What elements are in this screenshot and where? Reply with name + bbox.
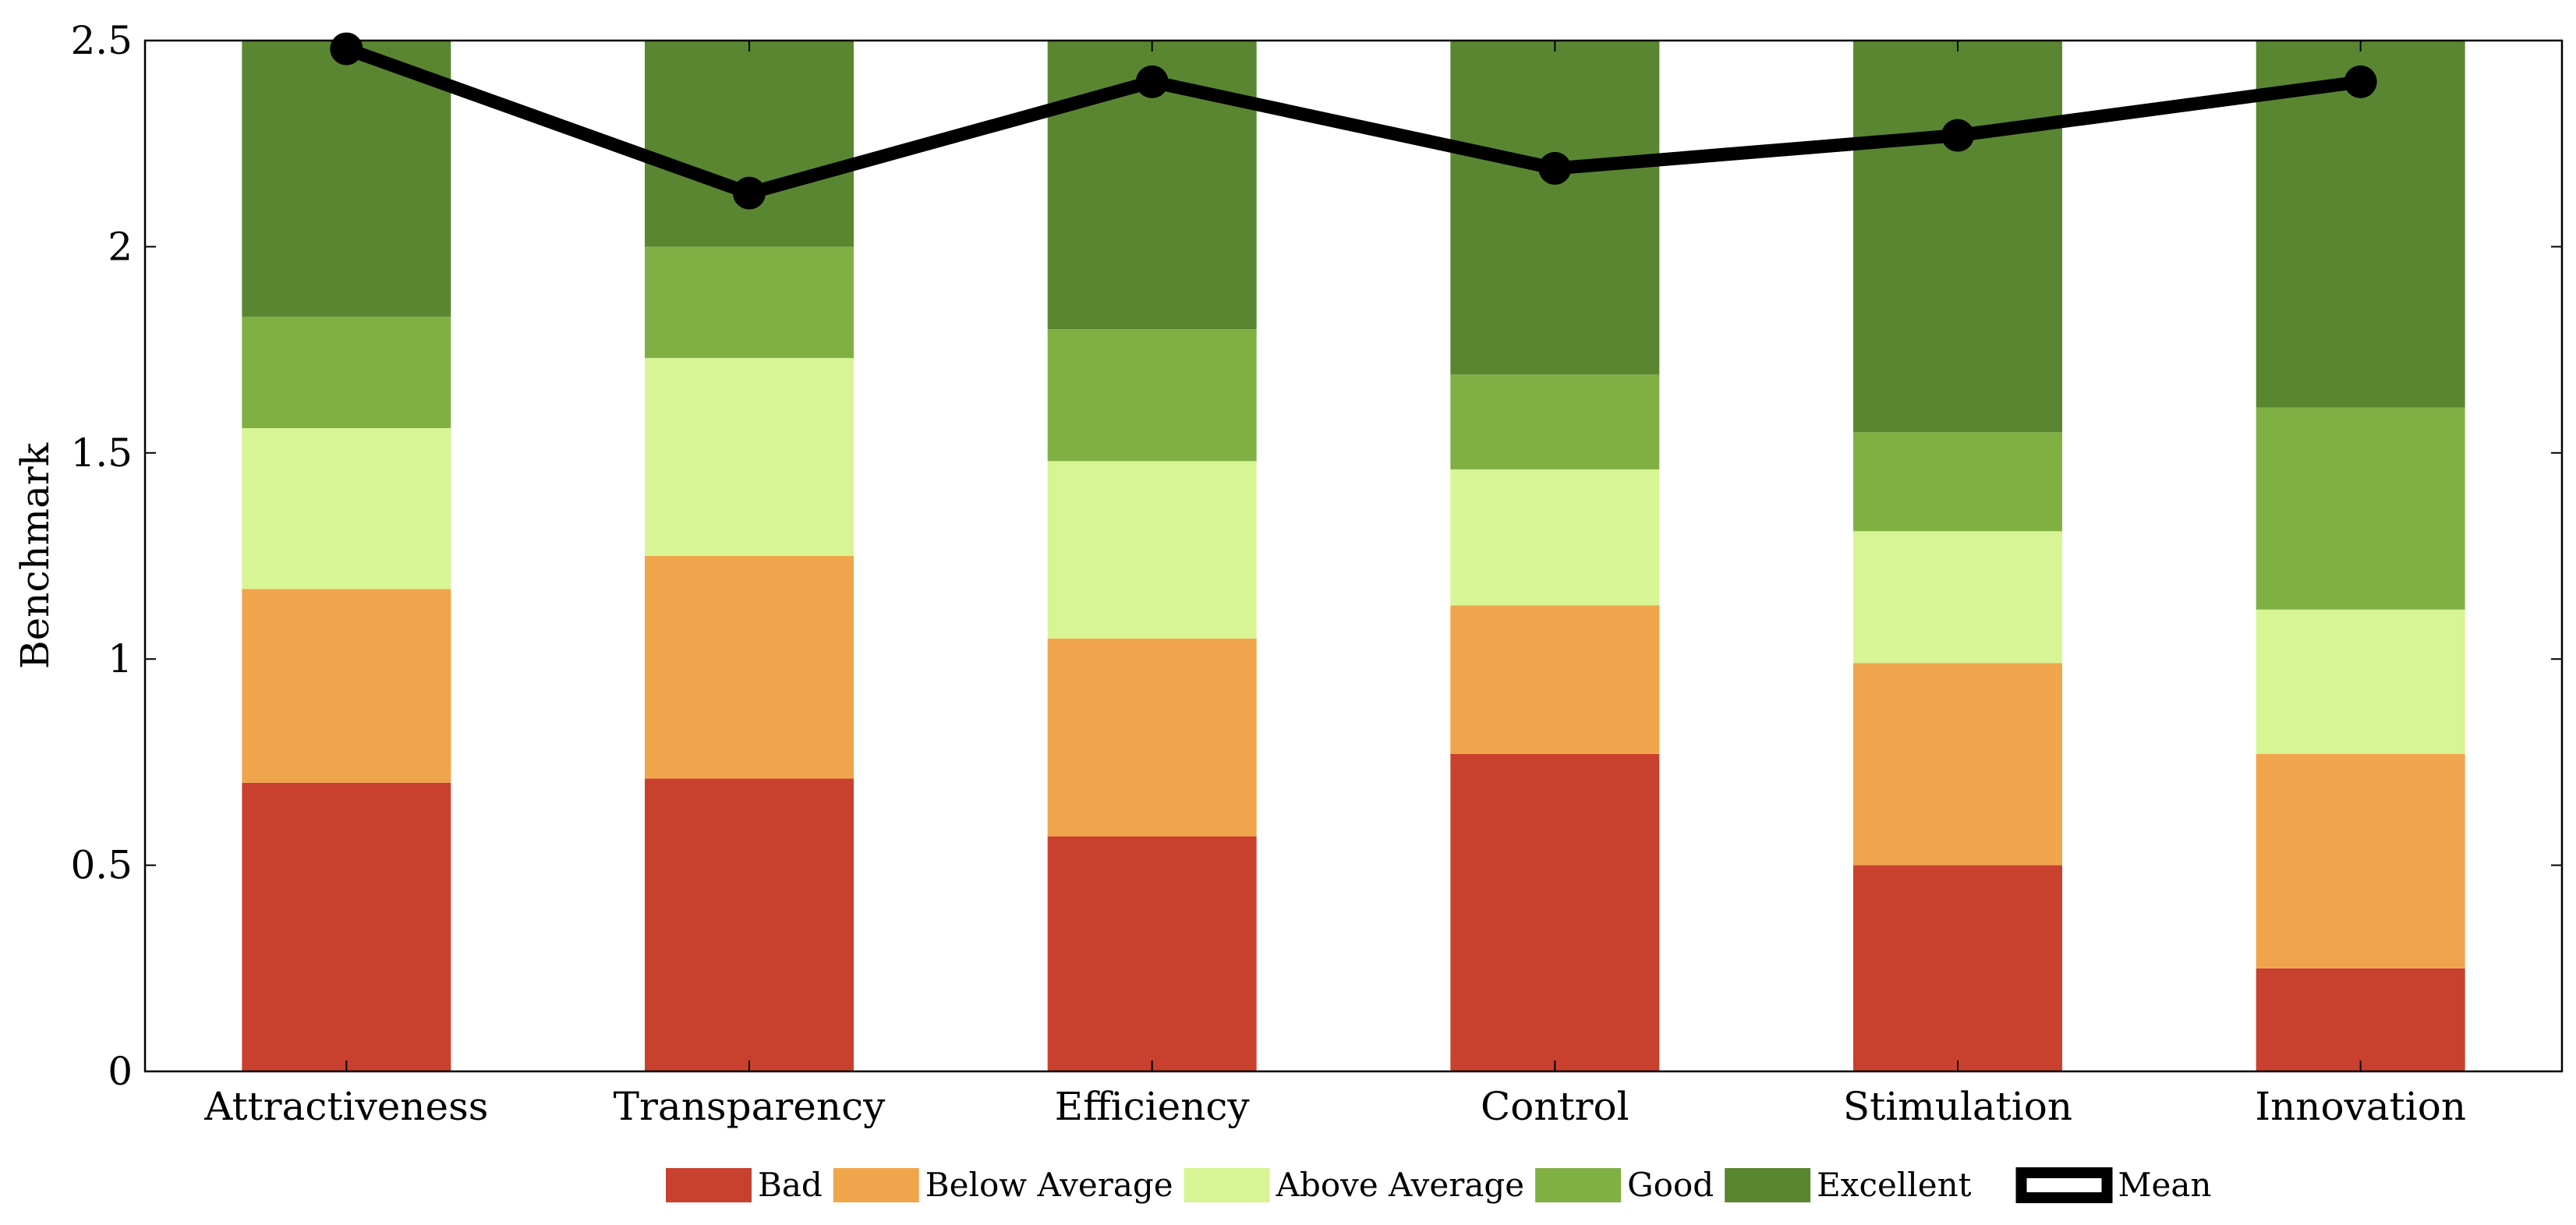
bar-excellent-attractiveness [242,41,451,317]
bar-bad-efficiency [1047,836,1257,1071]
legend-swatch [1725,1168,1811,1202]
legend-swatch-mean [2015,1167,2113,1203]
bar-below-average-attractiveness [242,589,451,783]
bar-above-average-control [1450,469,1660,606]
bar-below-average-innovation [2256,753,2465,968]
bar-good-transparency [645,246,854,359]
plot-frame [143,39,2564,1073]
bar-good-innovation [2256,407,2465,610]
x-tick-label: Stimulation [1843,1084,2072,1129]
x-tick-label: Transparency [614,1084,886,1129]
y-tick-label: 2.5 [70,18,133,63]
y-tick-label: 1 [108,636,133,682]
bar-excellent-transparency [645,41,854,247]
legend-label: Above Average [1276,1166,1525,1204]
bar-good-control [1450,374,1660,469]
mean-point [733,176,766,210]
bar-above-average-attractiveness [242,428,451,589]
bar-below-average-transparency [645,556,854,779]
bars-layer [242,41,2465,1071]
mean-line [344,42,2362,200]
bar-good-efficiency [1047,329,1257,462]
mean-line-layer [330,32,2377,210]
y-tick-label: 2 [108,224,133,269]
legend-swatch [666,1168,752,1202]
bar-above-average-innovation [2256,609,2465,754]
bar-bad-control [1450,753,1660,1071]
mean-point [1941,119,1974,152]
x-tick-label: Control [1481,1084,1629,1129]
bar-above-average-stimulation [1853,531,2062,664]
mean-point [330,32,363,65]
x-tick-label: Attractiveness [203,1084,488,1129]
y-axis-title: Benchmark [12,442,58,669]
bar-bad-innovation [2256,968,2465,1071]
legend-swatch [1184,1168,1270,1202]
legend-label: Mean [2118,1166,2212,1204]
bar-excellent-innovation [2256,41,2465,408]
legend-label: Excellent [1817,1166,1971,1204]
bar-below-average-efficiency [1047,638,1257,837]
y-tick-label: 1.5 [70,430,133,476]
bar-below-average-control [1450,605,1660,754]
legend: Bad Below Average Above Average Good Excelle… [666,1166,2211,1204]
legend-label: Good [1627,1166,1714,1204]
bar-above-average-efficiency [1047,461,1257,639]
legend-label: Below Average [925,1166,1173,1204]
mean-point [1538,151,1572,185]
legend-label: Bad [758,1166,823,1204]
y-tick-label: 0.5 [70,843,133,888]
mean-point [1135,65,1169,98]
bar-below-average-stimulation [1853,663,2062,866]
legend-swatch [833,1168,919,1202]
legend-swatch [1535,1168,1622,1202]
bar-bad-transparency [645,778,854,1071]
y-tick-label: 0 [108,1049,133,1094]
x-tick-label: Innovation [2255,1084,2466,1129]
x-tick-label: Efficiency [1055,1084,1251,1129]
bar-excellent-control [1450,41,1660,375]
bar-good-stimulation [1853,432,2062,532]
axes-layer: 0 0.5 1 1.5 2 2.5 Attractiveness Transparency Ef… [12,18,2564,1129]
bar-excellent-stimulation [1853,41,2062,433]
bar-above-average-transparency [645,358,854,556]
bar-good-attractiveness [242,317,451,429]
bar-bad-attractiveness [242,782,451,1071]
mean-point [2344,65,2377,98]
bar-bad-stimulation [1853,865,2062,1071]
